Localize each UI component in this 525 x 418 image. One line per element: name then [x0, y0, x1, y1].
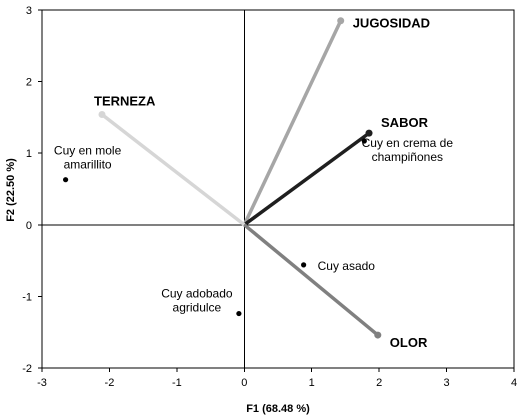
observation-point — [301, 262, 307, 268]
x-axis-title: F1 (68.48 %) — [246, 403, 310, 415]
variable-vectors: JUGOSIDAD SABOR TERNEZA OLOR — [94, 16, 430, 350]
y-tick-label: 0 — [26, 220, 32, 232]
vector-label-olor: OLOR — [390, 335, 428, 350]
vector-tip-sabor — [365, 129, 373, 137]
x-tick-label: 4 — [511, 377, 517, 389]
observation-label: amarillito — [64, 158, 112, 172]
y-tick-label: -2 — [22, 363, 32, 375]
plot-frame — [41, 9, 515, 369]
vector-label-jugosidad: JUGOSIDAD — [353, 16, 430, 31]
observation-label: Cuy adobado — [161, 287, 233, 301]
vector-terneza — [100, 113, 246, 227]
vector-tip-terneza — [98, 111, 106, 119]
y-tick-label: 1 — [26, 148, 32, 160]
y-tick-label: 2 — [26, 77, 32, 89]
x-tick-label: -2 — [105, 377, 115, 389]
y-tick-label: 3 — [26, 5, 32, 17]
vector-sabor — [243, 131, 371, 227]
vector-jugosidad — [242, 19, 343, 226]
axes: -3 -2 -1 0 1 2 3 4 -2 -1 0 1 2 3 — [22, 5, 517, 389]
observation-label: Cuy en mole — [54, 144, 122, 158]
x-tick-label: 3 — [444, 377, 450, 389]
y-tick-label: -1 — [22, 291, 32, 303]
vector-tip-jugosidad — [337, 17, 345, 25]
observation-point — [63, 177, 69, 183]
x-tick-label: 1 — [309, 377, 315, 389]
vector-olor — [243, 223, 379, 337]
observation-point — [361, 138, 367, 144]
observation-label: agridulce — [173, 301, 222, 315]
x-tick-label: 2 — [376, 377, 382, 389]
vector-label-sabor: SABOR — [381, 115, 429, 130]
vector-tip-olor — [374, 331, 382, 339]
vector-label-terneza: TERNEZA — [94, 94, 156, 109]
x-tick-label: 0 — [241, 377, 247, 389]
observation-label: champiñones — [372, 150, 443, 164]
observation-label: Cuy asado — [318, 259, 376, 273]
observation-label: Cuy en crema de — [362, 136, 454, 150]
x-tick-label: -1 — [172, 377, 182, 389]
y-axis-title: F2 (22.50 %) — [5, 158, 17, 222]
x-tick-label: -3 — [37, 377, 47, 389]
observation-point — [236, 310, 242, 317]
